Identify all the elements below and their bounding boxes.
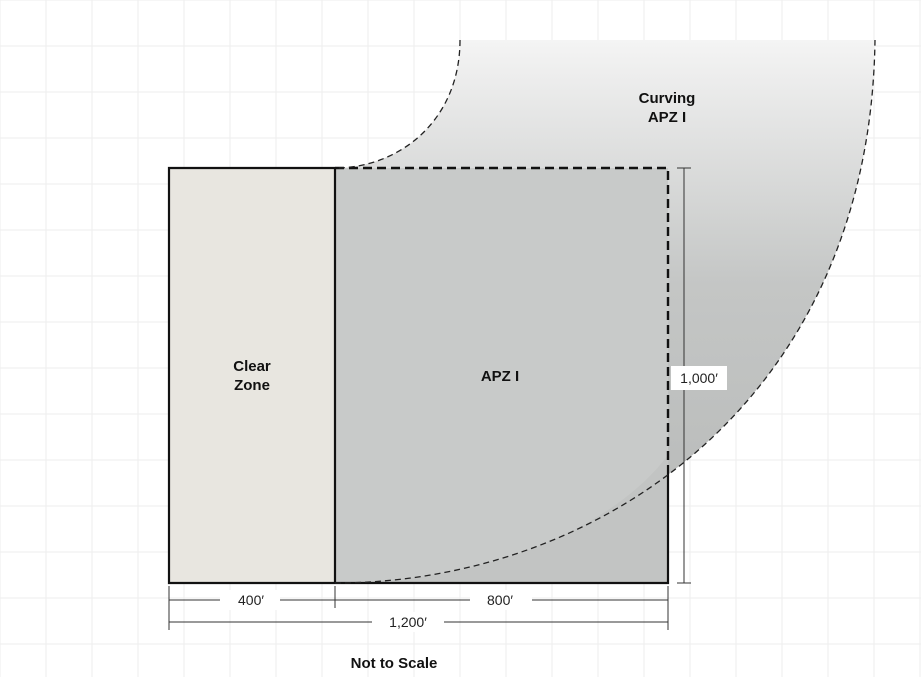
dim-total-bg (372, 612, 444, 632)
dim-left-bg (220, 590, 280, 610)
height-dimension-label: 1,000′ (680, 370, 718, 386)
curve-inner-boundary (334, 39, 461, 169)
curving-apz-label-line2: APZ I (648, 109, 686, 126)
dim-mid-label: 800′ (487, 592, 513, 608)
not-to-scale-note: Not to Scale (351, 655, 438, 672)
clear-zone-label-line2: Zone (234, 377, 270, 394)
dim-mid-bg (470, 590, 532, 610)
clear-zone-label-line1: Clear (233, 358, 271, 375)
solid-outlines (167, 166, 670, 585)
clear-zone-area (169, 168, 335, 583)
curve-outer-boundary (334, 39, 876, 584)
curving-apz-overlap (335, 455, 668, 583)
apz-label: APZ I (481, 368, 519, 385)
height-label-bg (671, 366, 727, 390)
curving-apz-label-line1: Curving (639, 90, 696, 107)
dim-left-label: 400′ (238, 592, 264, 608)
dim-total-label: 1,200′ (389, 614, 427, 630)
clear-zone-outline (167, 166, 335, 585)
apz-bottom-right-outline (335, 465, 670, 585)
